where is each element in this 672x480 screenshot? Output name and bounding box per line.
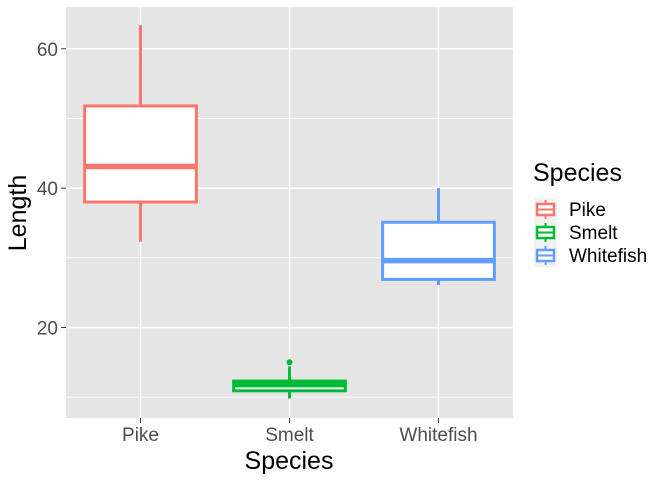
y-tick-label: 60 [37,40,58,61]
y-axis: 20 40 60 [37,40,66,339]
box-whitefish [381,188,496,285]
x-tick-label: Smelt [265,425,314,446]
x-axis-title: Species [245,447,334,475]
legend-label: Smelt [569,223,618,244]
y-axis-title: Length [4,175,32,251]
box-iqr [83,104,198,204]
legend-key-whitefish [534,244,557,267]
x-axis: Pike Smelt Whitefish [122,418,478,446]
outlier-point [286,359,293,366]
y-tick-label: 20 [37,318,58,339]
legend-key-smelt [534,221,557,244]
box-iqr [381,220,496,281]
box-smelt [232,359,347,399]
y-tick-label: 40 [37,179,58,200]
x-tick-label: Pike [122,425,159,446]
box-layer [83,25,496,399]
legend-key-pike [534,198,557,221]
legend-label: Pike [569,200,606,221]
legend-title: Species [533,159,622,187]
box-pike [83,25,198,242]
legend-label: Whitefish [569,246,647,267]
x-tick-label: Whitefish [399,425,477,446]
